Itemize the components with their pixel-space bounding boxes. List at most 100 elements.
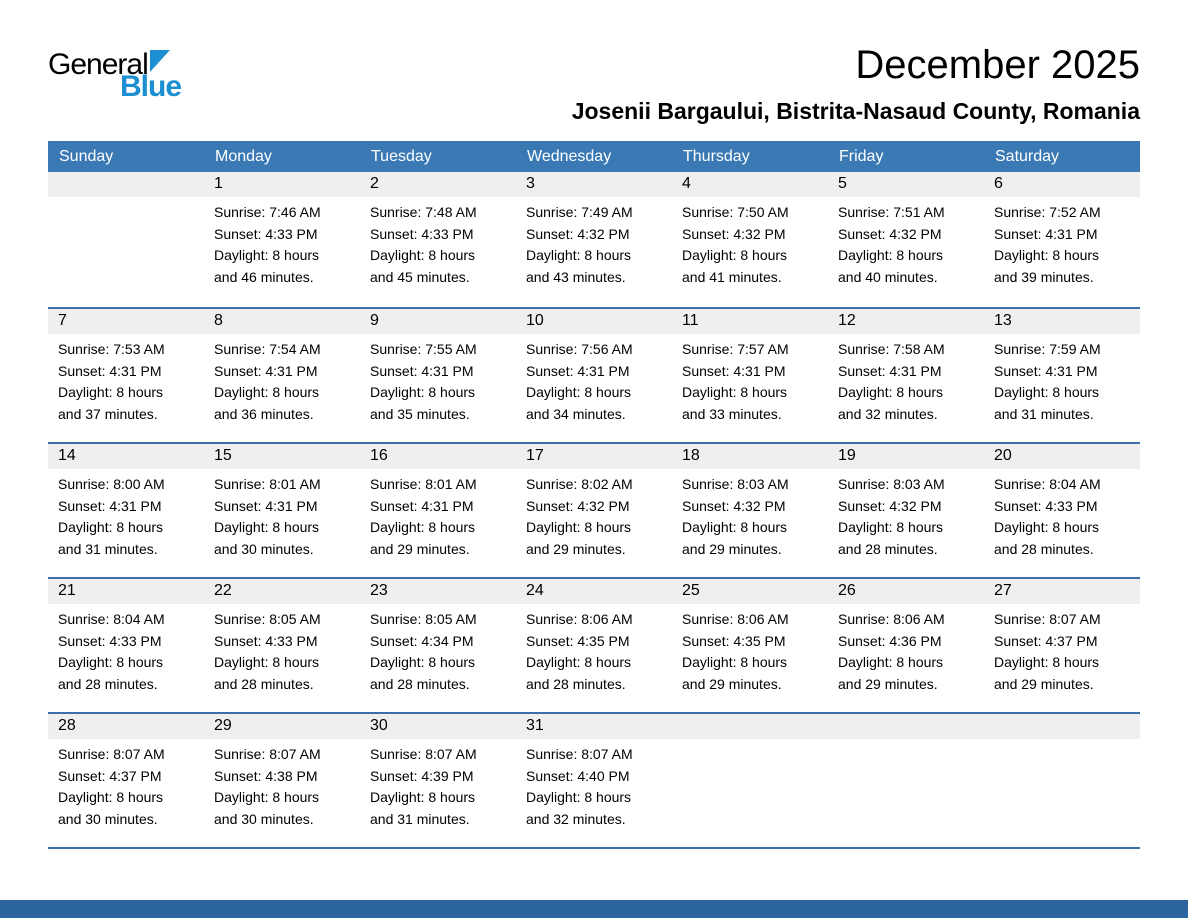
detail-line: Sunrise: 8:01 AM — [214, 476, 321, 492]
detail-line: and 30 minutes. — [214, 810, 314, 827]
day-cell-6: 6 Sunrise: 7:52 AM Sunset: 4:31 PM Daylight… — [984, 172, 1140, 307]
day-details: Sunrise: 8:01 AM Sunset: 4:31 PM Daylight:… — [360, 469, 516, 560]
day-cell-empty — [828, 714, 984, 847]
day-cell-15: 15 Sunrise: 8:01 AM Sunset: 4:31 PM Dayligh… — [204, 444, 360, 577]
detail-line: Sunrise: 7:56 AM — [526, 341, 633, 357]
detail-line: Sunset: 4:31 PM — [370, 497, 474, 514]
detail-line: Daylight: 8 hours — [370, 384, 476, 400]
page-header: General Blue December 2025 Josenii Barga… — [0, 0, 1188, 135]
day-number — [828, 714, 984, 739]
day-number: 16 — [360, 444, 516, 469]
detail-line: Daylight: 8 hours — [214, 247, 320, 263]
detail-line: Sunrise: 8:06 AM — [526, 611, 633, 627]
detail-line: Sunrise: 7:54 AM — [214, 341, 321, 357]
detail-line: Sunrise: 8:03 AM — [838, 476, 945, 492]
detail-line: Daylight: 8 hours — [58, 789, 164, 805]
day-details: Sunrise: 7:49 AM Sunset: 4:32 PM Daylight:… — [516, 197, 672, 288]
detail-line: Sunrise: 7:51 AM — [838, 204, 945, 220]
detail-line: Sunrise: 7:53 AM — [58, 341, 165, 357]
detail-line: Sunrise: 7:49 AM — [526, 204, 633, 220]
week-row: 21 Sunrise: 8:04 AM Sunset: 4:33 PM Dayligh… — [48, 577, 1140, 712]
day-cell-18: 18 Sunrise: 8:03 AM Sunset: 4:32 PM Dayligh… — [672, 444, 828, 577]
detail-line: and 30 minutes. — [214, 540, 314, 557]
logo-text-blue: Blue — [120, 70, 182, 103]
day-cell-10: 10 Sunrise: 7:56 AM Sunset: 4:31 PM Dayligh… — [516, 309, 672, 442]
day-details: Sunrise: 8:02 AM Sunset: 4:32 PM Daylight:… — [516, 469, 672, 560]
day-number: 13 — [984, 309, 1140, 334]
day-number — [984, 714, 1140, 739]
detail-line: Sunset: 4:36 PM — [838, 632, 942, 649]
day-details: Sunrise: 7:53 AM Sunset: 4:31 PM Daylight:… — [48, 334, 204, 425]
detail-line: Daylight: 8 hours — [838, 384, 944, 400]
detail-line: Daylight: 8 hours — [214, 384, 320, 400]
detail-line: and 33 minutes. — [682, 405, 782, 422]
detail-line: and 32 minutes. — [838, 405, 938, 422]
day-number: 21 — [48, 579, 204, 604]
day-cell-empty — [48, 172, 204, 307]
day-number: 7 — [48, 309, 204, 334]
detail-line: Daylight: 8 hours — [994, 384, 1100, 400]
day-number: 29 — [204, 714, 360, 739]
logo-text-general: General — [48, 48, 149, 81]
detail-line: Sunrise: 8:07 AM — [58, 746, 165, 762]
day-details — [672, 739, 828, 744]
detail-line: Daylight: 8 hours — [682, 519, 788, 535]
detail-line: Sunset: 4:35 PM — [682, 632, 786, 649]
calendar-weeks: 1 Sunrise: 7:46 AM Sunset: 4:33 PM Daylight… — [48, 172, 1140, 847]
day-cell-17: 17 Sunrise: 8:02 AM Sunset: 4:32 PM Dayligh… — [516, 444, 672, 577]
day-details: Sunrise: 7:59 AM Sunset: 4:31 PM Daylight:… — [984, 334, 1140, 425]
day-cell-5: 5 Sunrise: 7:51 AM Sunset: 4:32 PM Daylight… — [828, 172, 984, 307]
detail-line: Daylight: 8 hours — [526, 519, 632, 535]
detail-line: and 36 minutes. — [214, 405, 314, 422]
detail-line: and 29 minutes. — [682, 540, 782, 557]
detail-line: and 29 minutes. — [994, 675, 1094, 692]
day-details: Sunrise: 7:50 AM Sunset: 4:32 PM Daylight:… — [672, 197, 828, 288]
detail-line: and 45 minutes. — [370, 268, 470, 285]
detail-line: Sunrise: 8:07 AM — [526, 746, 633, 762]
day-cell-empty — [984, 714, 1140, 847]
detail-line: and 30 minutes. — [58, 810, 158, 827]
general-blue-logo: General Blue — [48, 48, 182, 103]
day-number: 9 — [360, 309, 516, 334]
day-details: Sunrise: 7:48 AM Sunset: 4:33 PM Daylight:… — [360, 197, 516, 288]
detail-line: and 34 minutes. — [526, 405, 626, 422]
detail-line: Daylight: 8 hours — [682, 654, 788, 670]
day-number: 2 — [360, 172, 516, 197]
weekday-header-row: Sunday Monday Tuesday Wednesday Thursday… — [48, 141, 1140, 172]
day-details: Sunrise: 7:55 AM Sunset: 4:31 PM Daylight:… — [360, 334, 516, 425]
day-number: 22 — [204, 579, 360, 604]
day-cell-9: 9 Sunrise: 7:55 AM Sunset: 4:31 PM Daylight… — [360, 309, 516, 442]
day-cell-4: 4 Sunrise: 7:50 AM Sunset: 4:32 PM Daylight… — [672, 172, 828, 307]
detail-line: and 29 minutes. — [838, 675, 938, 692]
detail-line: Sunrise: 7:50 AM — [682, 204, 789, 220]
detail-line: Sunset: 4:31 PM — [994, 362, 1098, 379]
detail-line: Sunset: 4:31 PM — [682, 362, 786, 379]
detail-line: and 31 minutes. — [994, 405, 1094, 422]
day-number: 30 — [360, 714, 516, 739]
day-details: Sunrise: 8:07 AM Sunset: 4:38 PM Daylight:… — [204, 739, 360, 830]
day-number: 17 — [516, 444, 672, 469]
weekday-sunday: Sunday — [59, 147, 114, 165]
weekday-wednesday: Wednesday — [527, 147, 612, 165]
day-details: Sunrise: 8:06 AM Sunset: 4:36 PM Daylight:… — [828, 604, 984, 695]
detail-line: Sunset: 4:31 PM — [838, 362, 942, 379]
detail-line: Sunrise: 7:48 AM — [370, 204, 477, 220]
day-cell-24: 24 Sunrise: 8:06 AM Sunset: 4:35 PM Dayligh… — [516, 579, 672, 712]
week-row: 28 Sunrise: 8:07 AM Sunset: 4:37 PM Dayligh… — [48, 712, 1140, 847]
weekday-tuesday: Tuesday — [371, 147, 432, 165]
detail-line: Daylight: 8 hours — [526, 384, 632, 400]
detail-line: Sunrise: 7:57 AM — [682, 341, 789, 357]
day-cell-26: 26 Sunrise: 8:06 AM Sunset: 4:36 PM Dayligh… — [828, 579, 984, 712]
detail-line: Sunrise: 8:04 AM — [58, 611, 165, 627]
day-number: 26 — [828, 579, 984, 604]
footer-bar — [0, 900, 1188, 918]
day-details: Sunrise: 8:05 AM Sunset: 4:33 PM Daylight:… — [204, 604, 360, 695]
day-number: 6 — [984, 172, 1140, 197]
detail-line: and 46 minutes. — [214, 268, 314, 285]
detail-line: Sunset: 4:31 PM — [994, 225, 1098, 242]
detail-line: Sunset: 4:33 PM — [214, 632, 318, 649]
detail-line: and 29 minutes. — [526, 540, 626, 557]
weekday-monday: Monday — [215, 147, 272, 165]
detail-line: and 28 minutes. — [994, 540, 1094, 557]
day-cell-25: 25 Sunrise: 8:06 AM Sunset: 4:35 PM Dayligh… — [672, 579, 828, 712]
